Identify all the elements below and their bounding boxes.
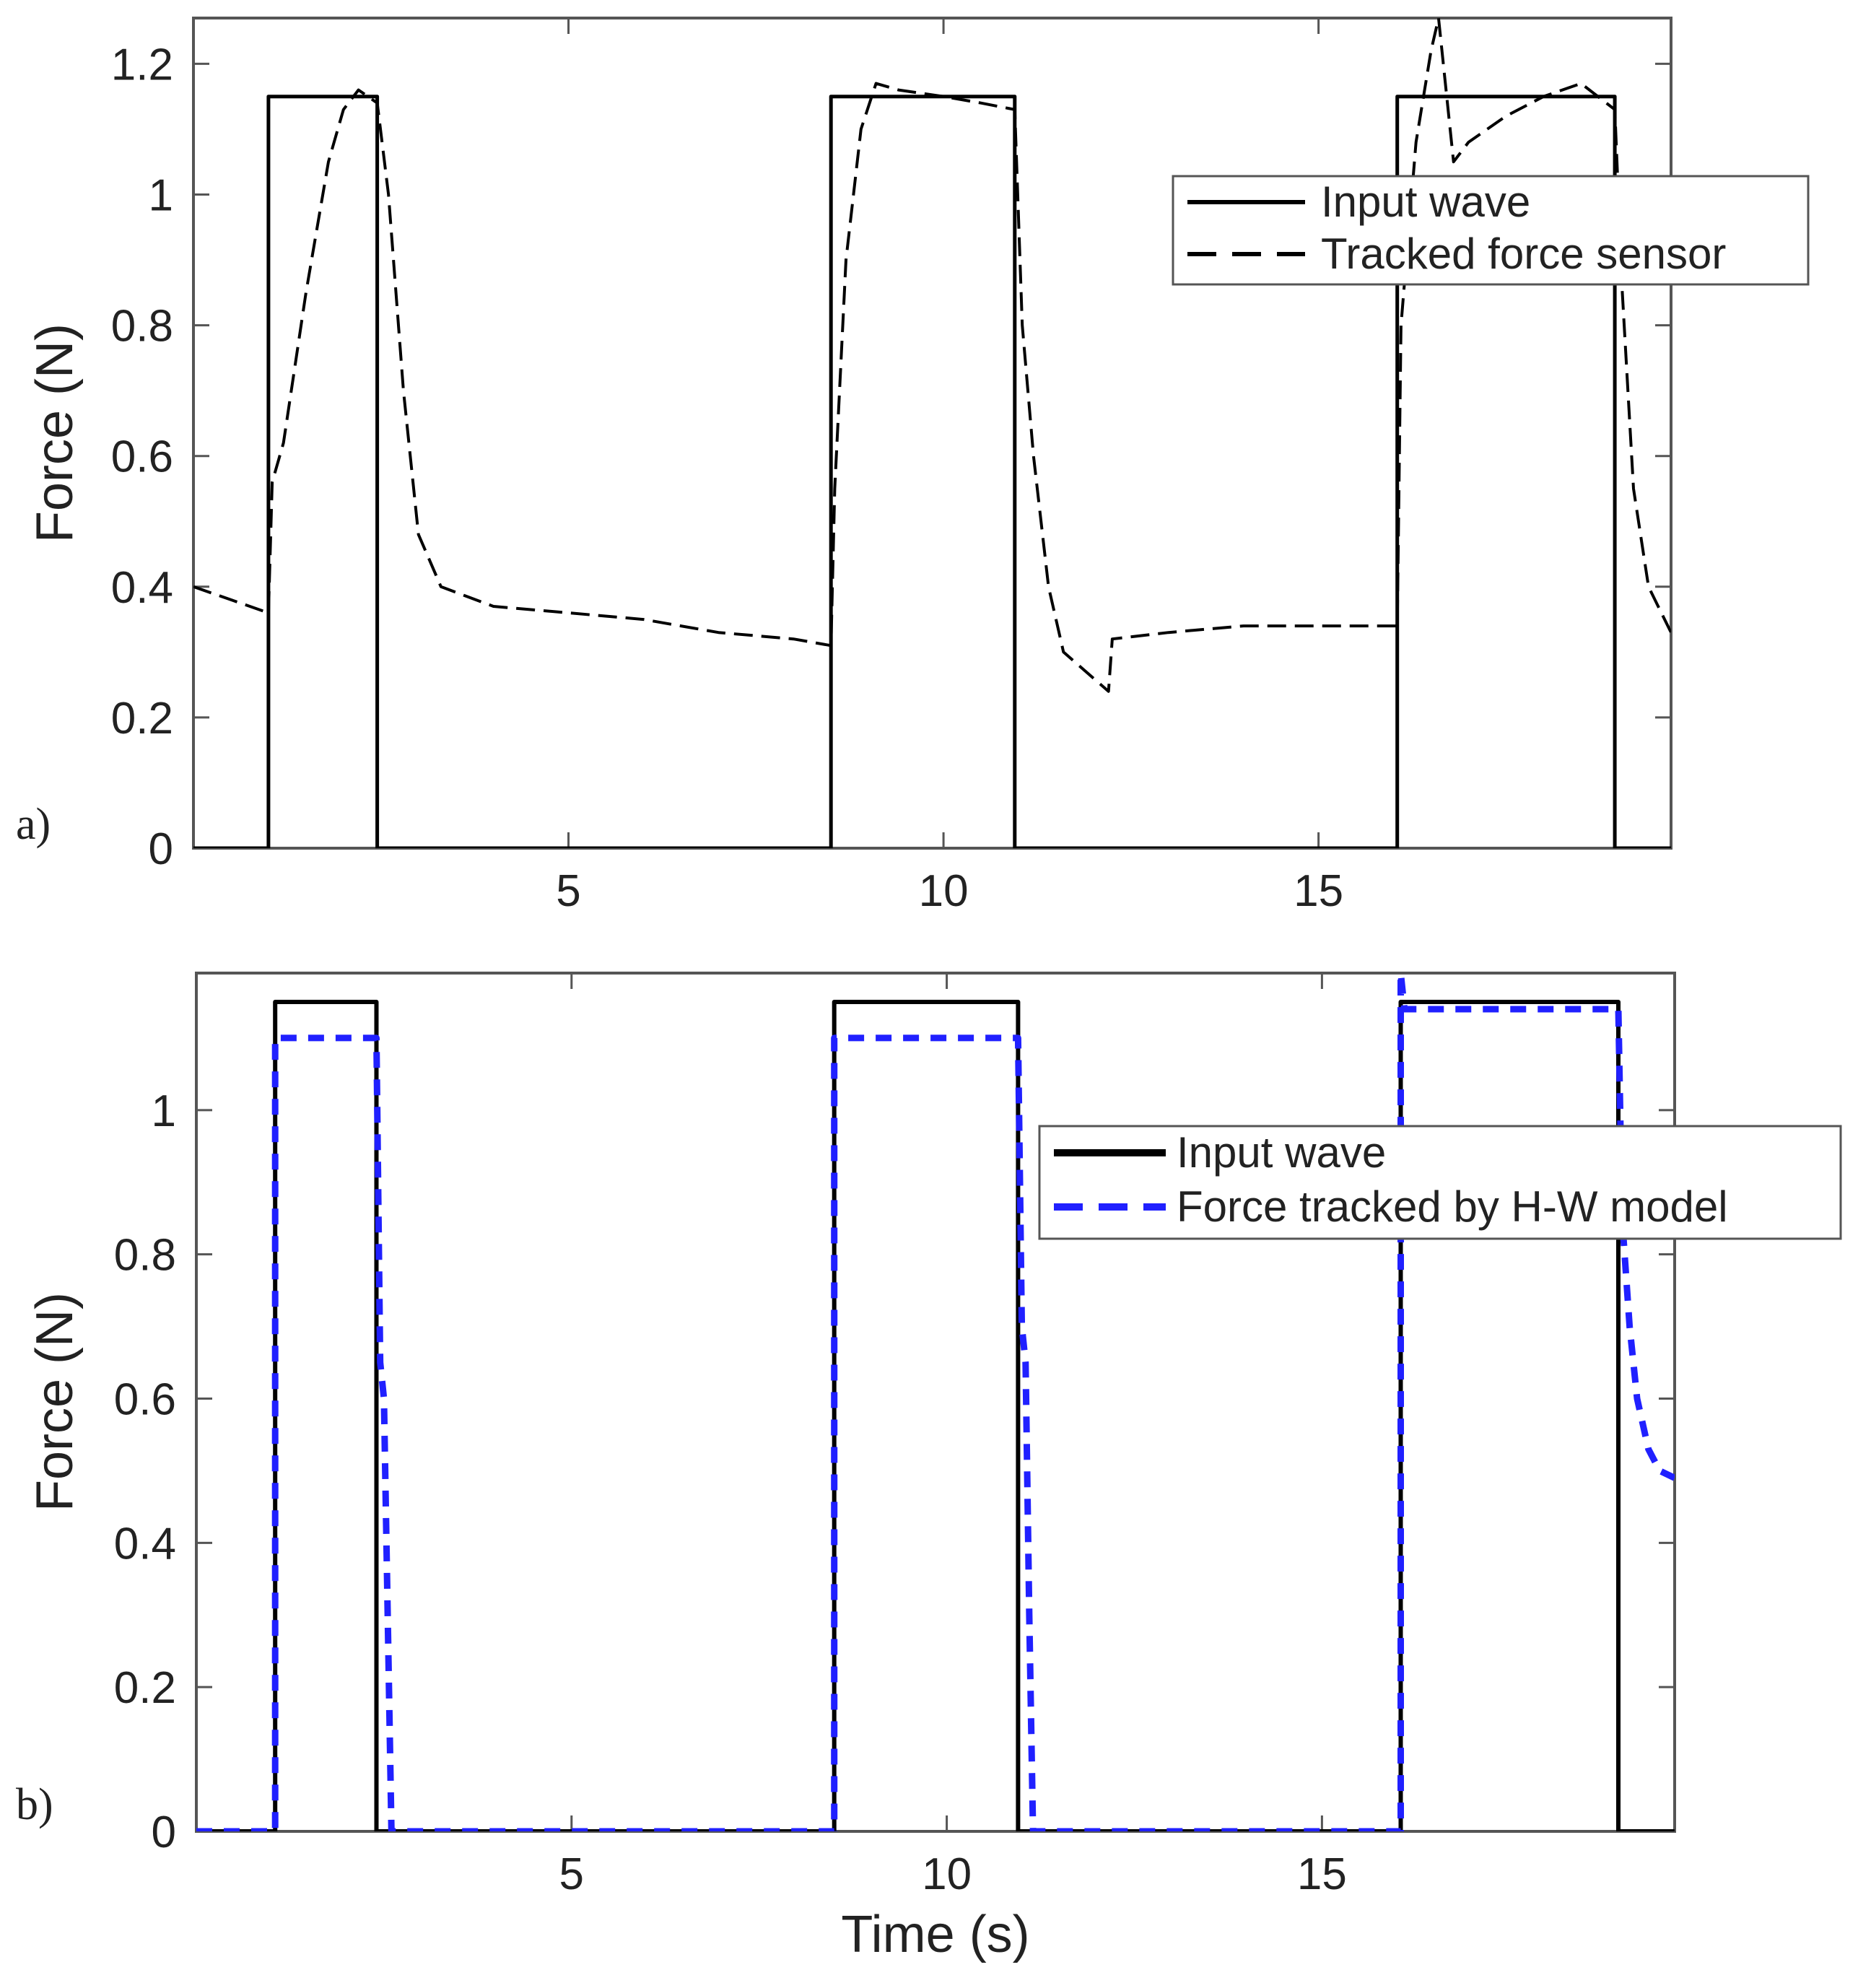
- series-layer: [193, 18, 1671, 848]
- y-tick-label: 0.4: [111, 563, 173, 613]
- x-tick-label: 5: [559, 1849, 584, 1899]
- y-tick-labels: 0 0.2 0.4 0.6 0.8 1 1.2: [111, 40, 173, 874]
- series-line-force-tracked-by-h-w-model: [196, 973, 1675, 1831]
- x-tick-marks: [570, 973, 1323, 1831]
- series-line-input-wave: [196, 1000, 1675, 1831]
- legend-box: [1038, 1125, 1842, 1240]
- y-tick-label: 1: [152, 1086, 176, 1136]
- axes-frame: [195, 972, 1676, 1833]
- y-tick-marks: [193, 62, 1671, 850]
- legend: Input wave Force tracked by H-W model: [1038, 1125, 1842, 1240]
- x-tick-labels: 5 10 15: [559, 1849, 1347, 1899]
- panel-b: 5 10 15 00.20.40.60.81 Force (N) Time (s) …: [16, 972, 1842, 1963]
- panel-label: b): [16, 1780, 53, 1829]
- y-tick-label: 0.2: [114, 1663, 176, 1713]
- y-tick-label: 1: [149, 170, 173, 220]
- x-tick-labels: 5 10 15: [556, 866, 1343, 916]
- panel-a: 5 10 15 0 0.2 0.4 0.6 0.8 1 1.2 Force (N) a) Inp…: [16, 17, 1810, 916]
- x-tick-label: 15: [1294, 866, 1343, 916]
- y-tick-label: 0: [152, 1808, 176, 1857]
- y-tick-label: 0.6: [111, 432, 173, 482]
- x-tick-label: 10: [922, 1849, 972, 1899]
- legend-box: [1172, 175, 1810, 286]
- x-tick-label: 10: [919, 866, 969, 916]
- x-tick-label: 15: [1297, 1849, 1347, 1899]
- y-tick-label: 1.2: [111, 40, 173, 90]
- y-tick-labels: 0 0.2 0.4 0.6 0.8 1: [114, 1086, 176, 1857]
- legend-label-force-tracked-hw: Force tracked by H-W model: [1177, 1182, 1728, 1231]
- series-line-input-wave: [193, 95, 1671, 848]
- panel-label: a): [16, 800, 51, 849]
- series-layer: [196, 973, 1675, 1831]
- y-axis-label: Force (N): [26, 323, 84, 543]
- y-tick-label: 0.2: [111, 694, 173, 744]
- series-line-tracked-force-sensor: [193, 18, 1671, 693]
- x-axis-label: Time (s): [841, 1906, 1029, 1963]
- x-tick-label: 5: [556, 866, 580, 916]
- legend-label-tracked-force-sensor: Tracked force sensor: [1321, 230, 1726, 278]
- y-tick-label: 0.8: [114, 1231, 176, 1281]
- legend-label-input-wave: Input wave: [1177, 1128, 1386, 1177]
- y-tick-label: 0.6: [114, 1375, 176, 1425]
- legend: Input wave Tracked force sensor: [1172, 175, 1810, 286]
- y-tick-label: 0.8: [111, 302, 173, 352]
- y-tick-label: 0.4: [114, 1519, 176, 1569]
- y-axis-label: Force (N): [26, 1292, 84, 1512]
- x-tick-marks: [567, 18, 1320, 848]
- legend-label-input-wave: Input wave: [1321, 178, 1530, 226]
- axes-frame: [192, 17, 1672, 850]
- y-tick-label: 0: [149, 824, 173, 874]
